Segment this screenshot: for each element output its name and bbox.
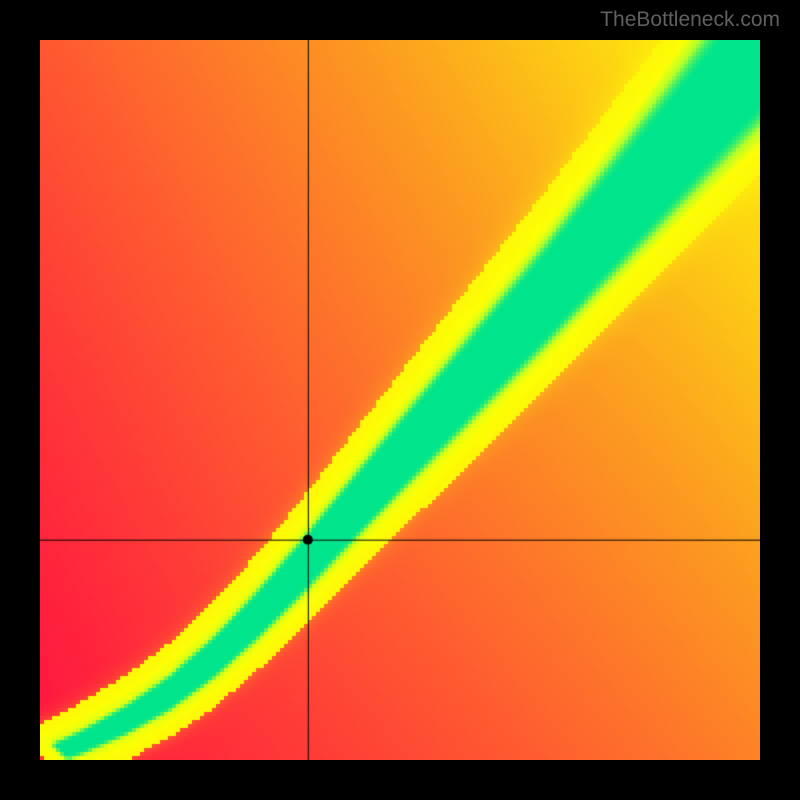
- heatmap-canvas: [40, 40, 760, 760]
- watermark-text: TheBottleneck.com: [600, 8, 780, 32]
- heatmap-plot-area: [40, 40, 760, 760]
